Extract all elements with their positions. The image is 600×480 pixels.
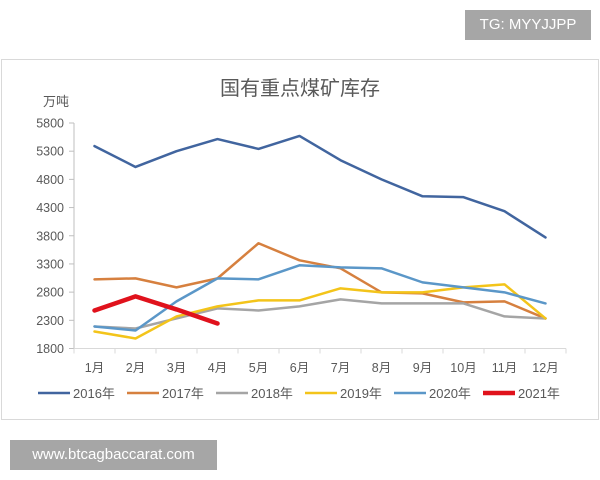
legend-label: 2019年 xyxy=(340,386,382,401)
y-axis-unit-label: 万吨 xyxy=(43,95,69,110)
y-tick-label: 1800 xyxy=(36,342,64,356)
x-tick-label: 5月 xyxy=(249,361,268,375)
legend-item: 2018年 xyxy=(216,386,293,401)
y-tick-label: 4800 xyxy=(36,173,64,187)
y-tick-label: 2800 xyxy=(36,286,64,300)
legend-label: 2020年 xyxy=(429,386,471,401)
tick-labels: 1800 2300 2800 3300 3800 4300 4800 5300 5800 1月 2月… xyxy=(36,117,559,376)
watermark-top-badge: TG: MYYJJPP xyxy=(465,10,591,40)
legend: 2016年 2017年 2018年 2019年 2020年 2021年 xyxy=(38,386,560,401)
y-tick-label: 2300 xyxy=(36,314,64,328)
legend-item: 2020年 xyxy=(394,386,471,401)
x-tick-label: 10月 xyxy=(450,361,476,375)
series-line-2017年 xyxy=(93,241,547,320)
legend-label: 2016年 xyxy=(73,386,115,401)
x-tick-label: 7月 xyxy=(331,361,350,375)
y-tick-label: 5800 xyxy=(36,117,64,131)
series-line-2019年 xyxy=(93,283,547,340)
y-tick-label: 3800 xyxy=(36,229,64,243)
data-series xyxy=(92,134,547,340)
y-tick-label: 3300 xyxy=(36,257,64,271)
x-tick-label: 2月 xyxy=(126,361,145,375)
x-tick-label: 6月 xyxy=(290,361,309,375)
legend-label: 2018年 xyxy=(251,386,293,401)
legend-item: 2017年 xyxy=(127,386,204,401)
y-tick-label: 5300 xyxy=(36,145,64,159)
x-tick-label: 1月 xyxy=(85,361,104,375)
y-tick-label: 4300 xyxy=(36,201,64,215)
series-line-2021年 xyxy=(92,294,220,326)
legend-item: 2021年 xyxy=(483,386,560,401)
legend-label: 2021年 xyxy=(518,386,560,401)
chart-container xyxy=(1,59,599,420)
x-tick-label: 12月 xyxy=(532,361,558,375)
series-line-2016年 xyxy=(93,134,547,239)
watermark-bottom-badge: www.btcagbaccarat.com xyxy=(10,440,217,470)
chart-title: 国有重点煤矿库存 xyxy=(220,76,380,100)
x-tick-label: 3月 xyxy=(167,361,186,375)
x-tick-label: 8月 xyxy=(372,361,391,375)
x-tick-label: 4月 xyxy=(208,361,227,375)
legend-item: 2019年 xyxy=(305,386,382,401)
x-tick-label: 11月 xyxy=(492,361,517,375)
legend-label: 2017年 xyxy=(162,386,204,401)
x-tick-label: 9月 xyxy=(413,361,432,375)
legend-item: 2016年 xyxy=(38,386,115,401)
axes xyxy=(69,122,567,354)
